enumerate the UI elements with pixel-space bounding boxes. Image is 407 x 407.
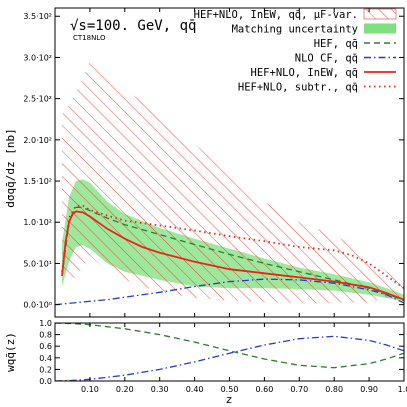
- legend: HEF+NLO, InEW, qq̄, μF-var. Matching unce…: [194, 8, 397, 94]
- ratio-panel-frame: [54, 322, 405, 382]
- chart-subtitle: CT18NLO: [73, 34, 106, 42]
- ratio-y-tick-label: 0.2: [39, 365, 52, 374]
- main-panel-curves: [55, 204, 404, 306]
- legend-item-nlo-cf-qq: NLO CF, qq̄: [295, 53, 396, 65]
- x-tick-label: 0.10: [81, 385, 99, 394]
- band-hef-nlo-inew-qq-f-var: [62, 61, 404, 303]
- legend-item-matching-uncertainty: Matching uncertainty: [232, 23, 396, 36]
- ratio-panel-ticks: 0.10 0.20 0.30 0.40 0.50 0.60 0.70 0.80 0.90 1.0 0…: [39, 319, 407, 394]
- ratio-y-tick-label: 0.0: [39, 377, 52, 386]
- main-y-tick-label: 5.0·10¹: [23, 259, 52, 268]
- x-tick-label: 0.40: [186, 385, 204, 394]
- x-tick-label: 0.20: [116, 385, 134, 394]
- ratio-y-axis-label: wqq̄(z): [4, 332, 17, 372]
- x-tick-label: 0.70: [290, 385, 308, 394]
- main-y-tick-label: 3.0·10²: [23, 53, 52, 62]
- x-tick-label: 0.90: [360, 385, 378, 394]
- ratio-y-tick-label: 0.4: [39, 354, 52, 363]
- x-tick-label: 1.0: [398, 385, 407, 394]
- ratio-y-tick-label: 0.8: [39, 331, 52, 340]
- main-y-tick-label: 0.0·10⁰: [23, 301, 52, 310]
- legend-label: HEF+NLO, InEW, qq̄, μF-var.: [194, 9, 358, 21]
- legend-label: Matching uncertainty: [232, 24, 358, 36]
- x-axis-label: z: [226, 393, 232, 406]
- series-hef-qq-line: [61, 206, 404, 302]
- x-tick-label: 0.30: [151, 385, 169, 394]
- main-y-tick-label: 1.5·10²: [23, 177, 52, 186]
- legend-label: HEF+NLO, subtr., qq̄: [238, 82, 358, 94]
- main-panel-ticks: 0.0·10⁰ 5.0·10¹ 1.0·10² 1.5·10² 2.0·10² 2.5·1…: [23, 8, 405, 317]
- main-y-tick-label: 3.5·10²: [23, 12, 52, 21]
- legend-label: HEF, qq̄: [314, 38, 358, 50]
- legend-swatch: [363, 8, 397, 20]
- main-y-tick-label: 2.5·10²: [23, 95, 52, 104]
- main-y-tick-label: 1.0·10²: [23, 218, 52, 227]
- legend-label: HEF+NLO, InEW, qq̄: [251, 67, 358, 79]
- legend-item-hef-nlo-subtr-qq: HEF+NLO, subtr., qq̄: [238, 82, 396, 94]
- x-tick-label: 0.50: [221, 385, 239, 394]
- series-hef-nlo-inew-qq-line: [61, 210, 404, 301]
- ratio-series-dashdot-line: [55, 335, 404, 381]
- main-panel-bands: [62, 61, 404, 303]
- ratio-panel-curves: [55, 323, 404, 381]
- chart-title: √s=100. GeV, qq̄: [70, 18, 196, 34]
- legend-swatch: [364, 23, 396, 34]
- series-hef-nlo-subtr-qq-line: [61, 204, 404, 289]
- legend-item-hef-nlo-inew-qq: HEF+NLO, InEW, qq̄: [251, 67, 396, 79]
- ratio-y-tick-label: 0.6: [39, 342, 52, 351]
- legend-item-hef-nlo-inew-qq-f-var: HEF+NLO, InEW, qq̄, μF-var.: [194, 8, 397, 21]
- main-y-tick-label: 2.0·10²: [23, 136, 52, 145]
- x-tick-label: 0.80: [325, 385, 343, 394]
- legend-item-hef-qq: HEF, qq̄: [314, 38, 396, 50]
- ratio-series-dashed-line: [55, 323, 404, 369]
- ratio-y-tick-label: 1.0: [39, 319, 52, 328]
- series-nlo-cf-qq-line: [55, 278, 404, 306]
- legend-label: NLO CF, qq̄: [295, 53, 358, 65]
- x-tick-label: 0.60: [255, 385, 273, 394]
- main-y-axis-label: dσqq̄/dz [nb]: [4, 128, 17, 207]
